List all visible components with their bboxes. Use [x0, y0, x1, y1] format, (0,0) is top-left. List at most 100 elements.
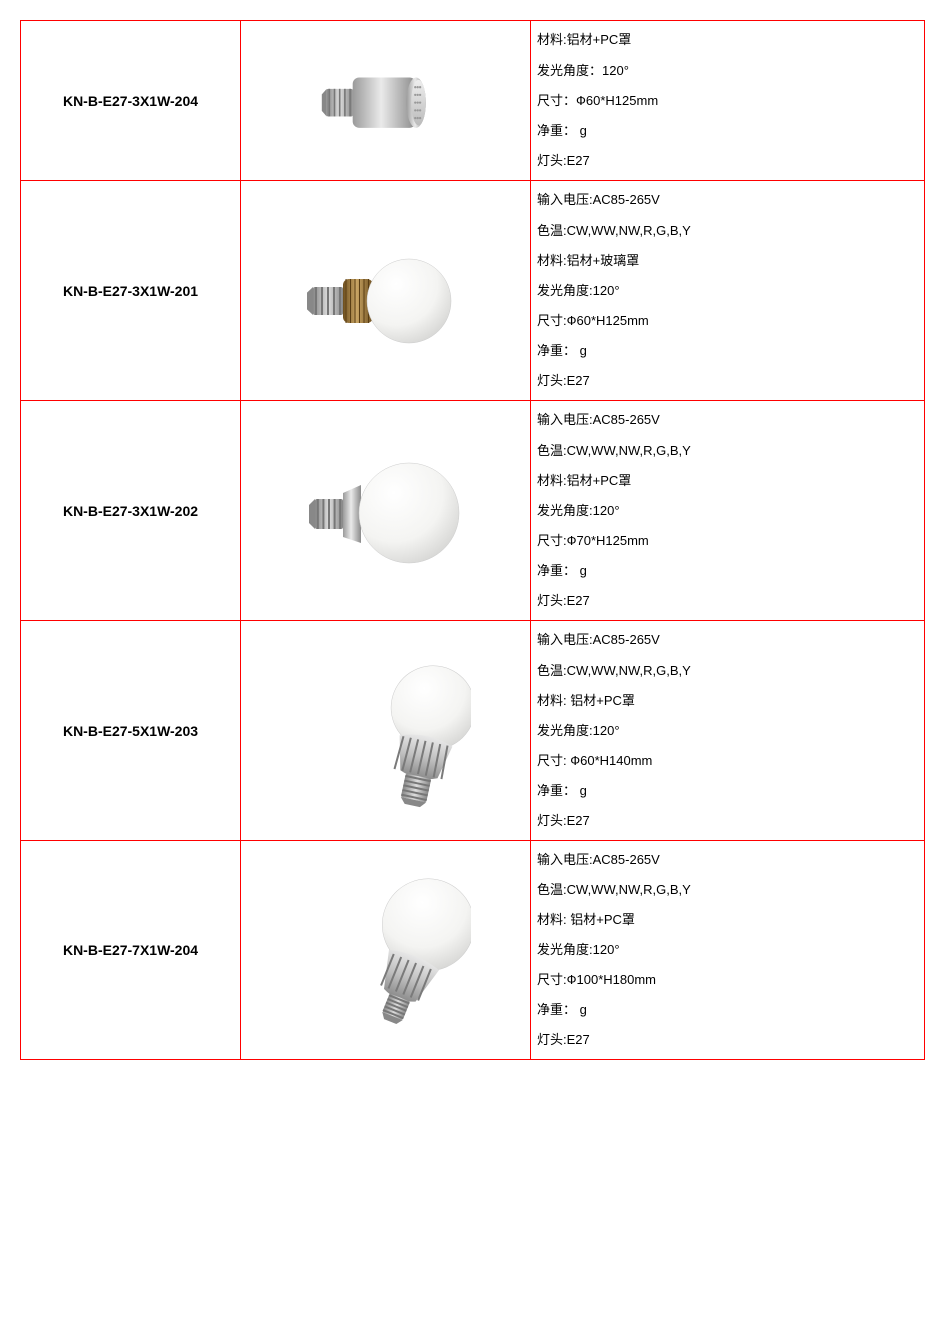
spec-line: 发光角度:120° [537, 277, 620, 304]
spec-line: 净重： g [537, 117, 587, 144]
spec-value: :铝材+PC罩 [563, 473, 631, 488]
spec-line: 灯头:E27 [537, 587, 590, 614]
spec-line: 输入电压:AC85-265V [537, 846, 660, 873]
spec-line: 净重： g [537, 996, 587, 1023]
specs-cell: 输入电压:AC85-265V 色温:CW,WW,NW,R,G,B,Y 材料: 铝材+… [530, 840, 925, 1060]
spec-value: ： g [563, 123, 587, 138]
table-row: KN-B-E27-5X1W-203 输入电压:AC85-265V 色温:CW,WW,… [20, 620, 925, 840]
spec-key: 净重 [537, 783, 563, 798]
spec-line: 材料: 铝材+PC罩 [537, 906, 635, 933]
spec-value: :CW,WW,NW,R,G,B,Y [563, 223, 691, 238]
spec-line: 尺寸: Ф60*H140mm [537, 747, 652, 774]
spec-line: 材料:铝材+玻璃罩 [537, 247, 639, 274]
model-cell: KN-B-E27-7X1W-204 [20, 840, 240, 1060]
spec-key: 尺寸 [537, 972, 563, 987]
model-number: KN-B-E27-7X1W-204 [63, 942, 198, 958]
spec-value: :AC85-265V [589, 412, 660, 427]
spec-value: ： g [563, 343, 587, 358]
model-cell: KN-B-E27-3X1W-202 [20, 400, 240, 620]
bulb-icon [301, 211, 471, 371]
spec-key: 净重 [537, 123, 563, 138]
spec-value: ： g [563, 1002, 587, 1017]
spec-line: 尺寸：Ф60*H125mm [537, 87, 658, 114]
spec-key: 灯头 [537, 813, 563, 828]
spec-value: :铝材+玻璃罩 [563, 253, 639, 268]
spec-value: :120° [589, 283, 620, 298]
bulb-icon [301, 431, 471, 591]
spec-line: 色温:CW,WW,NW,R,G,B,Y [537, 217, 691, 244]
spec-key: 色温 [537, 663, 563, 678]
spec-line: 色温:CW,WW,NW,R,G,B,Y [537, 437, 691, 464]
product-image-cell [240, 20, 530, 180]
spec-key: 材料 [537, 253, 563, 268]
spec-value: : 铝材+PC罩 [563, 693, 635, 708]
spec-key: 灯头 [537, 153, 563, 168]
spec-line: 灯头:E27 [537, 1026, 590, 1053]
product-catalog: KN-B-E27-3X1W-204材料:铝材+PC罩发光角度：120°尺寸：Ф6… [20, 20, 925, 1060]
spec-value: ：120° [589, 63, 629, 78]
spec-line: 输入电压:AC85-265V [537, 186, 660, 213]
spec-line: 发光角度：120° [537, 57, 629, 84]
spec-value: :E27 [563, 373, 590, 388]
model-cell: KN-B-E27-5X1W-203 [20, 620, 240, 840]
model-number: KN-B-E27-3X1W-204 [63, 93, 198, 109]
spec-key: 净重 [537, 343, 563, 358]
model-cell: KN-B-E27-3X1W-204 [20, 20, 240, 180]
model-cell: KN-B-E27-3X1W-201 [20, 180, 240, 400]
spec-value: :Ф70*H125mm [563, 533, 649, 548]
spec-value: ： g [563, 563, 587, 578]
spec-value: :AC85-265V [589, 192, 660, 207]
spec-key: 净重 [537, 1002, 563, 1017]
spec-line: 净重： g [537, 557, 587, 584]
bulb-icon [301, 651, 471, 811]
spec-line: 发光角度:120° [537, 936, 620, 963]
spec-value: : Ф60*H140mm [563, 753, 652, 768]
spec-key: 发光角度 [537, 283, 589, 298]
table-row: KN-B-E27-3X1W-204材料:铝材+PC罩发光角度：120°尺寸：Ф6… [20, 20, 925, 180]
spec-key: 尺寸 [537, 313, 563, 328]
spec-value: :CW,WW,NW,R,G,B,Y [563, 443, 691, 458]
spec-value: :120° [589, 723, 620, 738]
spec-line: 发光角度:120° [537, 497, 620, 524]
spec-key: 尺寸 [537, 533, 563, 548]
spec-key: 发光角度 [537, 63, 589, 78]
spec-value: :E27 [563, 813, 590, 828]
table-row: KN-B-E27-3X1W-201 输入电压:AC85-265V 色温:CW,WW,… [20, 180, 925, 400]
spec-value: : 铝材+PC罩 [563, 912, 635, 927]
model-number: KN-B-E27-5X1W-203 [63, 723, 198, 739]
spec-line: 净重： g [537, 337, 587, 364]
spec-line: 输入电压:AC85-265V [537, 406, 660, 433]
spec-line: 材料: 铝材+PC罩 [537, 687, 635, 714]
spec-key: 色温 [537, 443, 563, 458]
spec-key: 色温 [537, 223, 563, 238]
spec-line: 输入电压:AC85-265V [537, 626, 660, 653]
spec-key: 尺寸 [537, 93, 563, 108]
table-row: KN-B-E27-7X1W-204 输入电压:AC85-265V 色温:CW,WW,… [20, 840, 925, 1060]
spec-key: 材料 [537, 693, 563, 708]
spec-value: :120° [589, 503, 620, 518]
spec-line: 材料:铝材+PC罩 [537, 26, 631, 53]
product-image-cell [240, 400, 530, 620]
spec-line: 尺寸:Ф60*H125mm [537, 307, 649, 334]
spec-key: 输入电压 [537, 412, 589, 427]
spec-key: 色温 [537, 882, 563, 897]
spec-key: 灯头 [537, 593, 563, 608]
model-number: KN-B-E27-3X1W-201 [63, 283, 198, 299]
spec-line: 色温:CW,WW,NW,R,G,B,Y [537, 657, 691, 684]
spec-line: 灯头:E27 [537, 147, 590, 174]
bulb-icon [301, 36, 471, 166]
spec-value: :E27 [563, 593, 590, 608]
spec-line: 灯头:E27 [537, 367, 590, 394]
specs-cell: 输入电压:AC85-265V色温:CW,WW,NW,R,G,B,Y材料:铝材+P… [530, 400, 925, 620]
spec-line: 尺寸:Ф100*H180mm [537, 966, 656, 993]
spec-key: 材料 [537, 473, 563, 488]
specs-cell: 输入电压:AC85-265V色温:CW,WW,NW,R,G,B,Y材料: 铝材+… [530, 620, 925, 840]
spec-key: 材料 [537, 912, 563, 927]
spec-line: 色温:CW,WW,NW,R,G,B,Y [537, 876, 691, 903]
spec-value: :CW,WW,NW,R,G,B,Y [563, 663, 691, 678]
specs-cell: 输入电压:AC85-265V色温:CW,WW,NW,R,G,B,Y材料:铝材+玻… [530, 180, 925, 400]
spec-value: :E27 [563, 153, 590, 168]
spec-value: :Ф60*H125mm [563, 313, 649, 328]
spec-value: :E27 [563, 1032, 590, 1047]
spec-value: ： g [563, 783, 587, 798]
